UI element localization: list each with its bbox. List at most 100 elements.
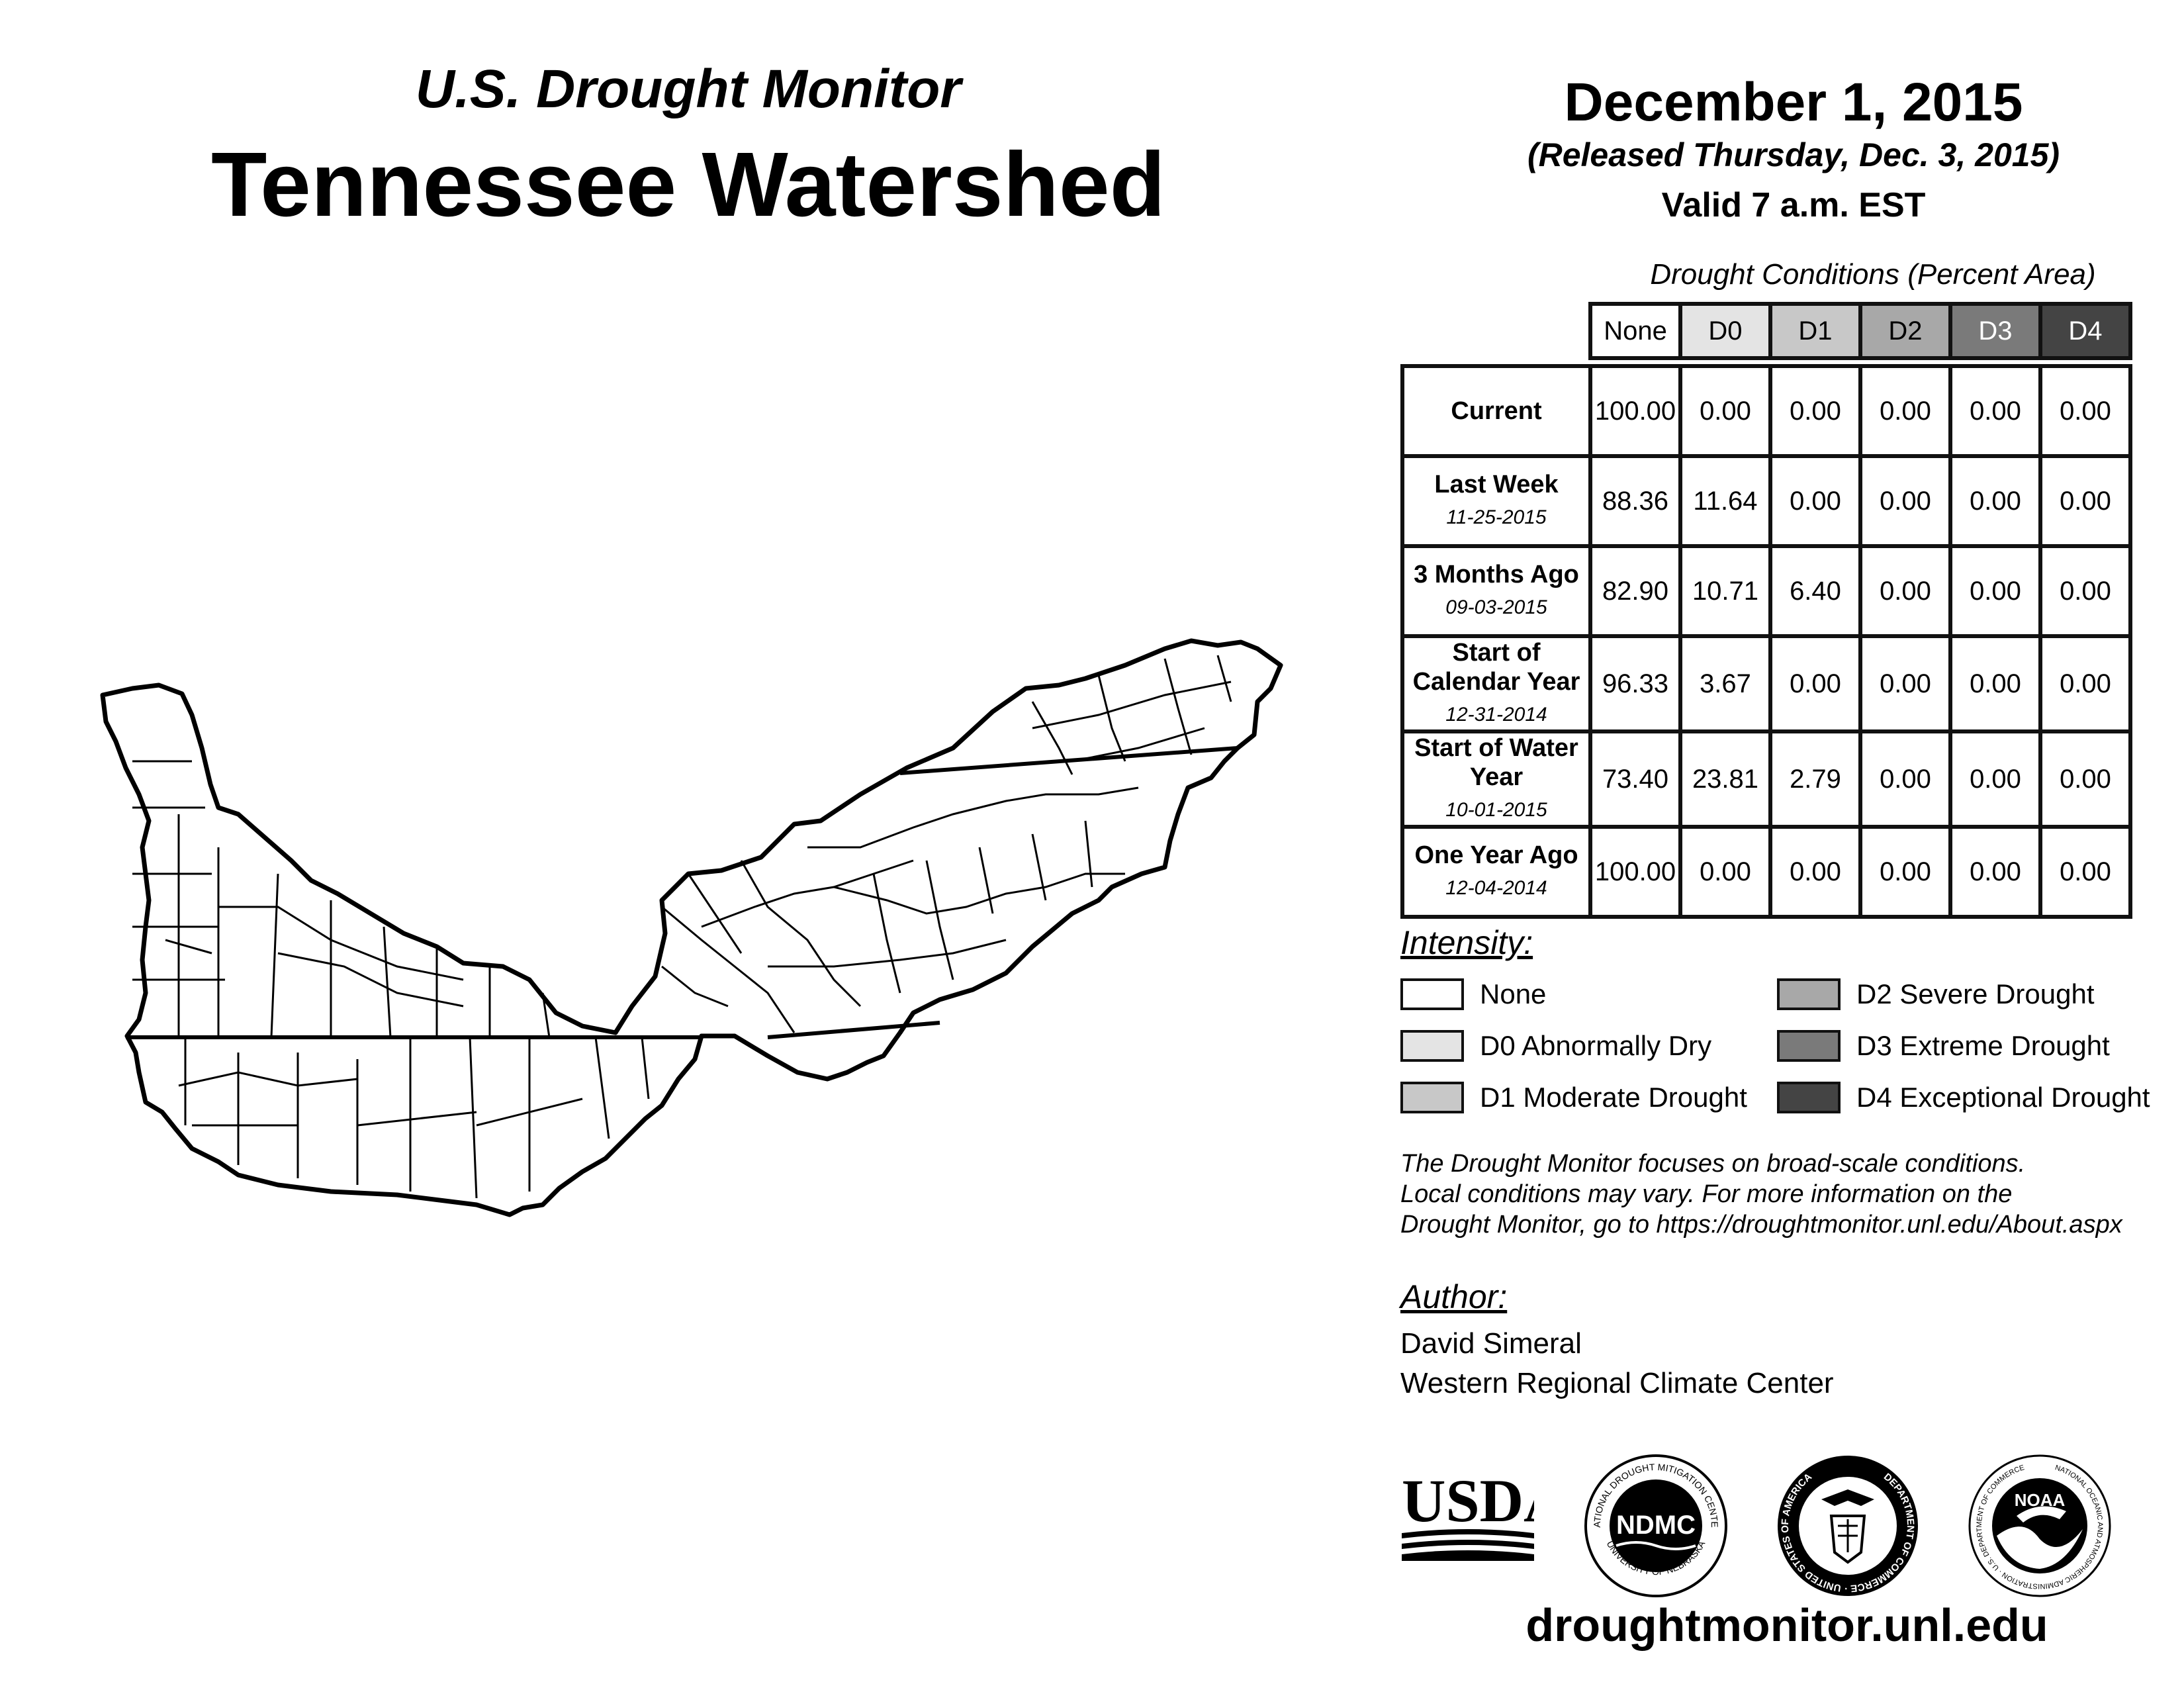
column-header: D3 bbox=[1948, 302, 2042, 360]
row-label: Current bbox=[1400, 364, 1592, 458]
table-cell: 6.40 bbox=[1768, 544, 1862, 638]
legend-item: D2 Severe Drought bbox=[1777, 978, 2095, 1010]
table-cell: 88.36 bbox=[1588, 454, 1682, 548]
column-header: D0 bbox=[1678, 302, 1772, 360]
table-cell: 0.00 bbox=[2038, 825, 2132, 919]
author-organization: Western Regional Climate Center bbox=[1400, 1367, 1834, 1399]
table-cell: 0.00 bbox=[1858, 825, 1952, 919]
table-row: 3 Months Ago 09-03-2015 82.90 10.71 6.40 0.00… bbox=[1400, 544, 2132, 638]
table-cell: 73.40 bbox=[1588, 729, 1682, 829]
legend-label: D4 Exceptional Drought bbox=[1856, 1082, 2150, 1113]
table-cell: 82.90 bbox=[1588, 544, 1682, 638]
legend-swatch bbox=[1777, 1082, 1841, 1113]
website-url[interactable]: droughtmonitor.unl.edu bbox=[1525, 1599, 2048, 1651]
table-cell: 0.00 bbox=[1948, 544, 2042, 638]
row-label: Last Week 11-25-2015 bbox=[1400, 454, 1592, 548]
valid-time: Valid 7 a.m. EST bbox=[1661, 186, 1926, 224]
svg-text:USDA: USDA bbox=[1402, 1470, 1534, 1534]
table-cell: 0.00 bbox=[1858, 729, 1952, 829]
table-cell: 0.00 bbox=[2038, 634, 2132, 733]
table-cell: 100.00 bbox=[1588, 364, 1682, 458]
row-label: Start of Water Year 10-01-2015 bbox=[1400, 729, 1592, 829]
legend-label: D2 Severe Drought bbox=[1856, 978, 2095, 1009]
map-date: December 1, 2015 bbox=[1564, 72, 2023, 132]
legend-label: D0 Abnormally Dry bbox=[1480, 1030, 1712, 1061]
legend-label: D3 Extreme Drought bbox=[1856, 1030, 2110, 1061]
row-date: 11-25-2015 bbox=[1446, 506, 1547, 528]
table-cell: 0.00 bbox=[1948, 454, 2042, 548]
table-cell: 0.00 bbox=[1948, 825, 2042, 919]
table-cell: 0.00 bbox=[1678, 364, 1772, 458]
legend-label: D1 Moderate Drought bbox=[1480, 1082, 1747, 1113]
table-cell: 10.71 bbox=[1678, 544, 1772, 638]
table-cell: 11.64 bbox=[1678, 454, 1772, 548]
legend-item: D4 Exceptional Drought bbox=[1777, 1082, 2150, 1113]
legend-swatch bbox=[1400, 1030, 1464, 1062]
table-cell: 0.00 bbox=[2038, 454, 2132, 548]
legend-item: D0 Abnormally Dry bbox=[1400, 1030, 1711, 1062]
table-row: Current 100.00 0.00 0.00 0.00 0.00 0.00 bbox=[1400, 364, 2132, 458]
row-label: One Year Ago 12-04-2014 bbox=[1400, 825, 1592, 919]
table-cell: 0.00 bbox=[1948, 634, 2042, 733]
row-label: 3 Months Ago 09-03-2015 bbox=[1400, 544, 1592, 638]
table-cell: 100.00 bbox=[1588, 825, 1682, 919]
table-cell: 0.00 bbox=[1858, 364, 1952, 458]
row-date: 12-04-2014 bbox=[1445, 877, 1547, 899]
noaa-logo: NATIONAL OCEANIC AND ATMOSPHERIC ADMINIS… bbox=[1968, 1454, 2111, 1597]
row-date: 09-03-2015 bbox=[1445, 596, 1547, 618]
column-header: D1 bbox=[1768, 302, 1862, 360]
table-row: Start of Calendar Year 12-31-2014 96.33 3.6… bbox=[1400, 634, 2132, 733]
release-date: (Released Thursday, Dec. 3, 2015) bbox=[1527, 136, 2060, 173]
table-header-row: None D0 D1 D2 D3 D4 bbox=[1402, 302, 2132, 360]
table-row: Start of Water Year 10-01-2015 73.40 23.81 2… bbox=[1400, 729, 2132, 829]
table-cell: 2.79 bbox=[1768, 729, 1862, 829]
map-subtitle: U.S. Drought Monitor bbox=[415, 59, 962, 119]
department-of-commerce-seal: DEPARTMENT OF COMMERCE · UNITED STATES O… bbox=[1778, 1456, 1918, 1596]
table-cell: 0.00 bbox=[1768, 454, 1862, 548]
table-cell: 0.00 bbox=[1858, 454, 1952, 548]
legend-item: D1 Moderate Drought bbox=[1400, 1082, 1747, 1113]
svg-text:NDMC: NDMC bbox=[1616, 1511, 1696, 1540]
legend-swatch bbox=[1777, 1030, 1841, 1062]
table-row: One Year Ago 12-04-2014 100.00 0.00 0.00 0.00… bbox=[1400, 825, 2132, 919]
intensity-legend-title: Intensity: bbox=[1400, 924, 1533, 961]
map-title: Tennessee Watershed bbox=[211, 134, 1165, 236]
table-cell: 0.00 bbox=[2038, 364, 2132, 458]
table-cell: 0.00 bbox=[1768, 364, 1862, 458]
table-cell: 0.00 bbox=[2038, 729, 2132, 829]
legend-swatch bbox=[1777, 978, 1841, 1010]
table-cell: 0.00 bbox=[1768, 825, 1862, 919]
disclaimer-note: The Drought Monitor focuses on broad-sca… bbox=[1400, 1150, 2122, 1239]
ndmc-logo: NDMC NATIONAL DROUGHT MITIGATION CENTER … bbox=[1583, 1453, 1727, 1597]
row-label: Start of Calendar Year 12-31-2014 bbox=[1400, 634, 1592, 733]
author-name: David Simeral bbox=[1400, 1327, 1582, 1360]
column-header: D4 bbox=[2038, 302, 2132, 360]
column-header: None bbox=[1588, 302, 1682, 360]
table-cell: 0.00 bbox=[1768, 634, 1862, 733]
table-cell: 0.00 bbox=[1948, 729, 2042, 829]
legend-swatch bbox=[1400, 1082, 1464, 1113]
legend-item: D3 Extreme Drought bbox=[1777, 1030, 2110, 1062]
watershed-map bbox=[100, 638, 1283, 1217]
row-date: 12-31-2014 bbox=[1445, 704, 1547, 726]
conditions-caption: Drought Conditions (Percent Area) bbox=[1650, 258, 2096, 291]
watershed-boundary bbox=[100, 638, 1283, 1217]
row-date: 10-01-2015 bbox=[1445, 799, 1547, 821]
table-cell: 3.67 bbox=[1678, 634, 1772, 733]
table-cell: 96.33 bbox=[1588, 634, 1682, 733]
svg-text:NOAA: NOAA bbox=[2015, 1490, 2066, 1510]
table-cell: 0.00 bbox=[1678, 825, 1772, 919]
column-header: D2 bbox=[1858, 302, 1952, 360]
drought-conditions-table: None D0 D1 D2 D3 D4 Current 100.00 0.00 0.0… bbox=[1400, 302, 2132, 919]
table-cell: 0.00 bbox=[1858, 634, 1952, 733]
legend-swatch bbox=[1400, 978, 1464, 1010]
table-cell: 0.00 bbox=[2038, 544, 2132, 638]
table-cell: 0.00 bbox=[1948, 364, 2042, 458]
usda-logo: USDA bbox=[1402, 1470, 1534, 1561]
legend-label: None bbox=[1480, 978, 1547, 1009]
table-cell: 0.00 bbox=[1858, 544, 1952, 638]
table-cell: 23.81 bbox=[1678, 729, 1772, 829]
table-row: Last Week 11-25-2015 88.36 11.64 0.00 0.00 0.0… bbox=[1400, 454, 2132, 548]
legend-item: None bbox=[1400, 978, 1546, 1010]
author-title: Author: bbox=[1400, 1278, 1508, 1315]
